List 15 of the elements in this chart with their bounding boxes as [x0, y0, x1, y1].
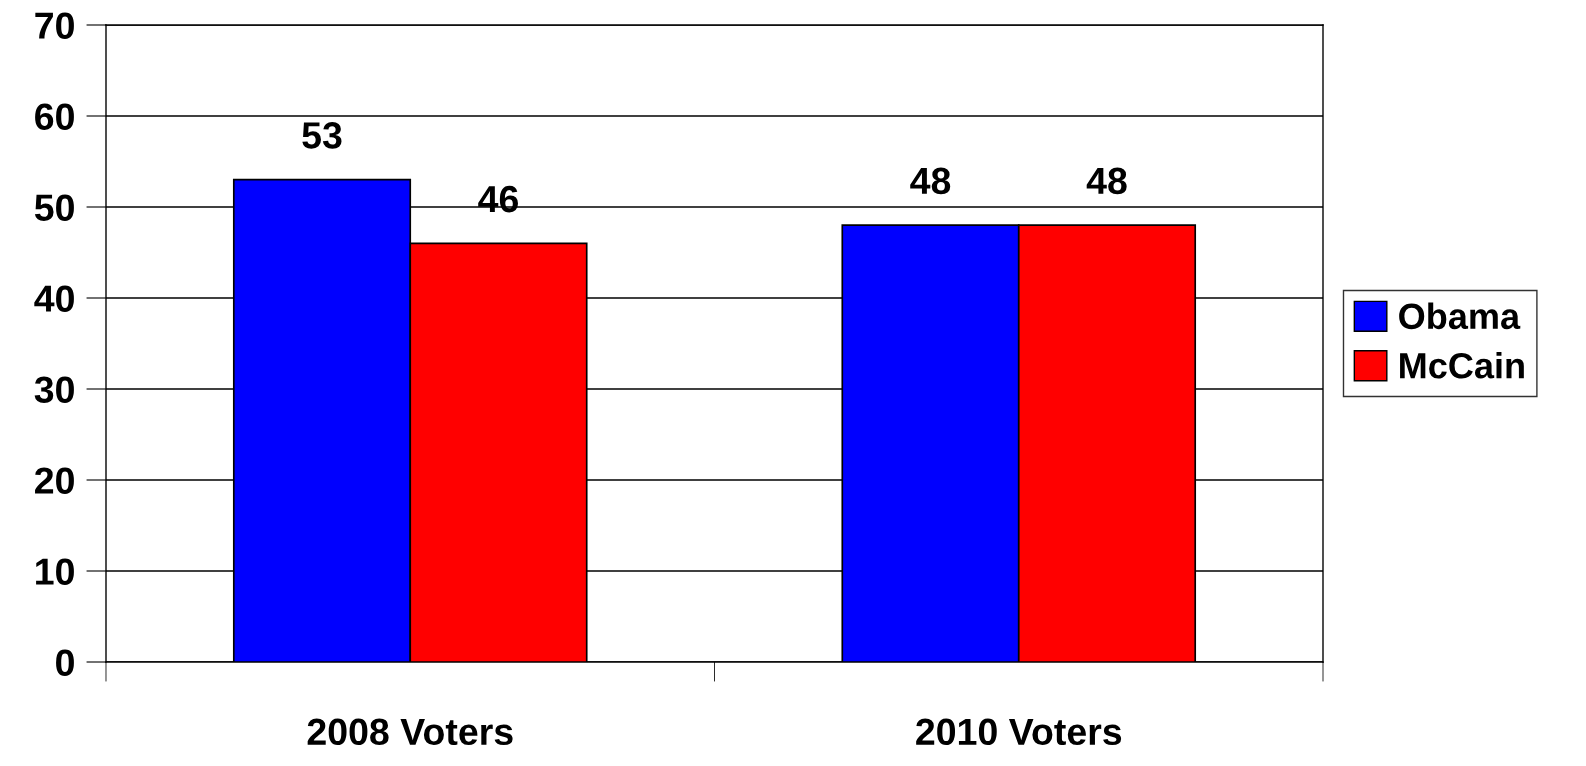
y-tick-label: 30 [34, 376, 74, 404]
y-tick-label: 0 [56, 649, 74, 676]
legend-label: Obama [1399, 302, 1521, 330]
legend-label: McCain [1400, 352, 1524, 379]
y-tick-label: 70 [35, 12, 74, 39]
y-tick-label: 60 [35, 103, 74, 130]
y-tick-label: 20 [35, 467, 74, 494]
x-tick-label: 2010 Voters [916, 718, 1122, 746]
y-tick-label: 10 [36, 558, 74, 585]
data-label: 48 [910, 167, 951, 195]
data-label: 53 [302, 122, 342, 149]
y-tick-label: 50 [34, 194, 74, 221]
data-label: 48 [1086, 167, 1127, 195]
x-tick-label: 2008 Voters [307, 718, 513, 746]
y-tick-label: 40 [34, 285, 74, 312]
